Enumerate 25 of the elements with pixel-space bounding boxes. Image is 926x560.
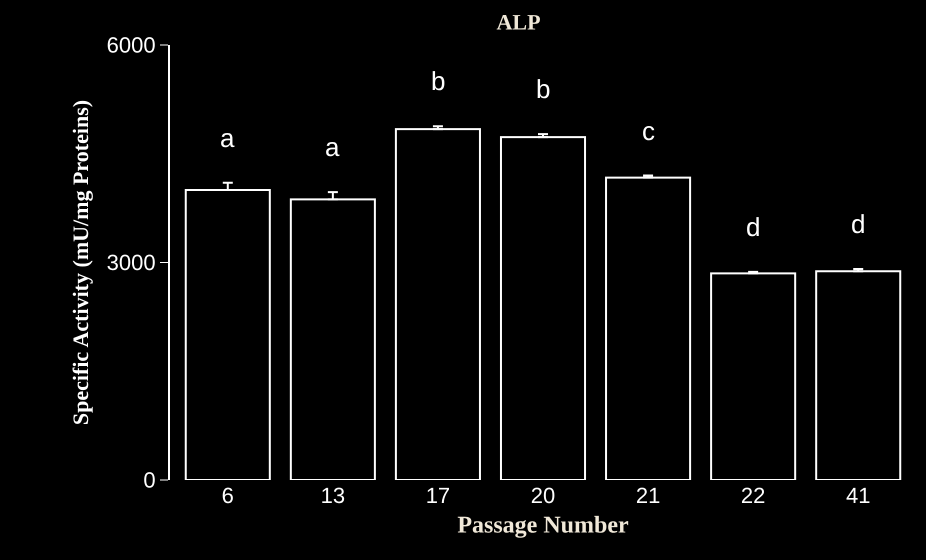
chart-title: ALP — [496, 9, 541, 34]
y-tick-label: 6000 — [106, 32, 156, 58]
annotation: a — [220, 123, 235, 153]
x-axis-title: Passage Number — [457, 512, 629, 538]
x-tick-label: 6 — [222, 483, 234, 508]
bar — [710, 272, 796, 480]
x-tick-label: 17 — [426, 483, 450, 508]
annotation: d — [851, 209, 866, 239]
annotation: b — [431, 66, 446, 96]
y-tick-label: 3000 — [106, 250, 156, 276]
y-axis-title: Specific Activity (mU/mg Proteins) — [68, 100, 93, 426]
annotation: a — [325, 132, 340, 162]
x-tick-label: 22 — [740, 483, 766, 508]
annotation: d — [746, 212, 760, 242]
y-tick-label: 0 — [143, 468, 156, 493]
x-tick-label: 13 — [320, 483, 346, 508]
annotation: c — [642, 116, 655, 146]
bar — [605, 176, 692, 480]
bar — [394, 128, 481, 480]
bar — [500, 136, 586, 480]
bar — [815, 270, 902, 480]
x-tick-label: 41 — [846, 483, 870, 508]
x-tick-label: 20 — [530, 483, 556, 508]
annotation: b — [536, 74, 550, 104]
x-tick-label: 21 — [636, 483, 660, 508]
